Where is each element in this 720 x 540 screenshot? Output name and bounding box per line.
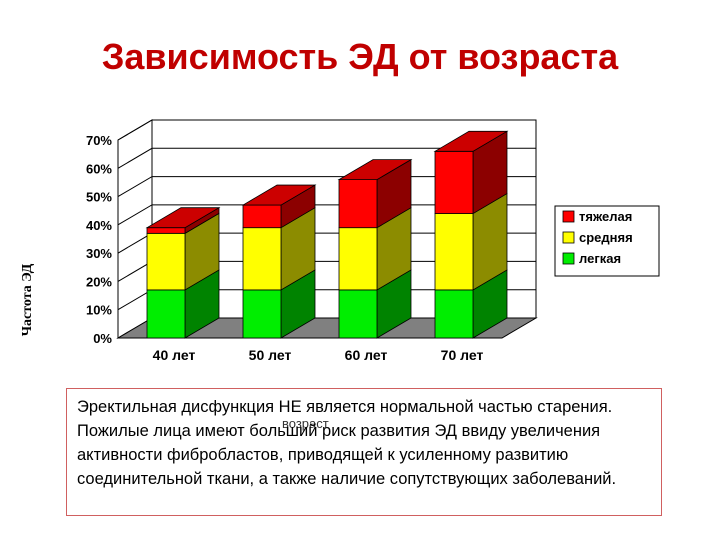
bar-4-1 (434, 289, 474, 339)
bar-3-3 (338, 179, 378, 229)
bar-1-3 (146, 227, 186, 234)
bar-3-2 (338, 227, 378, 291)
slide-title: Зависимость ЭД от возраста (101, 36, 619, 77)
bar-2-2 (242, 227, 282, 291)
y-axis-label: Частота ЭД (20, 263, 35, 337)
y-tick-label: 20% (86, 274, 112, 289)
legend-swatch (562, 231, 575, 244)
x-tick-label: 40 лет (153, 347, 196, 363)
legend-swatch (562, 252, 575, 265)
bar-top-2 (241, 184, 317, 206)
y-tick-label: 30% (86, 246, 112, 261)
gridline (117, 119, 536, 141)
x-axis-label: возраст (282, 416, 329, 431)
x-tick-label: 60 лет (345, 347, 388, 363)
bar-1-1 (146, 289, 186, 339)
legend-label: тяжелая (579, 209, 632, 224)
bar-2-3 (242, 204, 282, 229)
note-text-box: Эректильная дисфункция НЕ является норма… (66, 388, 662, 516)
bar-4-2 (434, 213, 474, 291)
bar-2-1 (242, 289, 282, 339)
bar-top-1 (145, 207, 221, 229)
bar-3-1 (338, 289, 378, 339)
bar-top-3 (337, 159, 413, 181)
y-tick-label: 10% (86, 303, 112, 318)
legend-swatch (562, 210, 575, 223)
y-tick-label: 50% (86, 190, 112, 205)
y-tick-label: 0% (93, 331, 112, 346)
y-tick-label: 40% (86, 218, 112, 233)
bar-top-4 (433, 130, 509, 152)
x-tick-label: 50 лет (249, 347, 292, 363)
x-tick-label: 70 лет (441, 347, 484, 363)
y-tick-label: 60% (86, 161, 112, 176)
bar-4-3 (434, 150, 474, 214)
legend-label: легкая (579, 251, 621, 266)
y-tick-label: 70% (86, 133, 112, 148)
gridline (117, 147, 536, 169)
bar-1-2 (146, 232, 186, 291)
legend-label: средняя (579, 230, 633, 245)
